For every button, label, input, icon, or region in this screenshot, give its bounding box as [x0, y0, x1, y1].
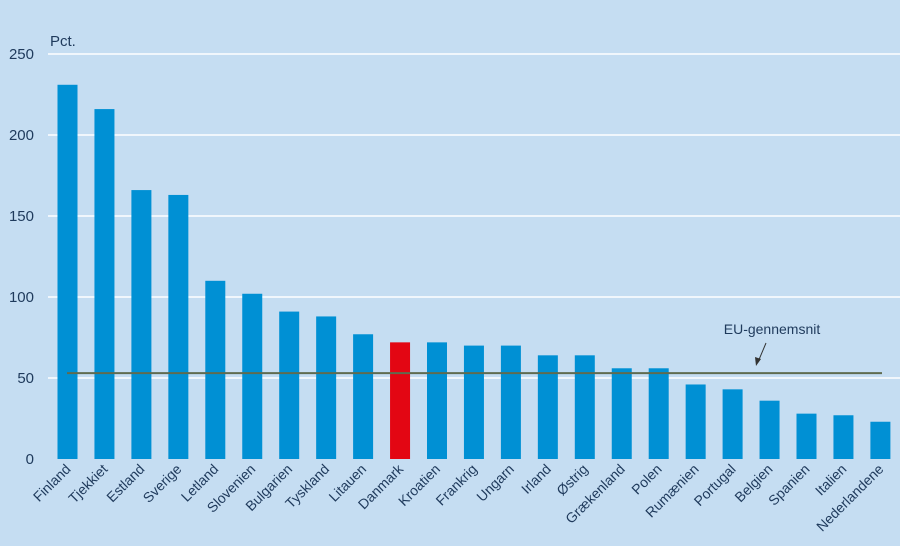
grid-lines [48, 53, 900, 379]
bar-nederlandene [870, 421, 891, 459]
bars [57, 84, 891, 459]
bar-danmark [390, 342, 411, 459]
bar-litauen [353, 334, 374, 459]
x-tick-label: Spanien [765, 461, 813, 509]
x-tick-label: Sverige [140, 461, 185, 506]
x-tick-label: Portugal [691, 461, 739, 509]
eu-average-line-group: EU-gennemsnit [67, 321, 882, 375]
bar-estland [131, 190, 152, 459]
bar-bulgarien [279, 311, 300, 459]
bar-sverige [168, 194, 189, 459]
bar-tyskland [316, 316, 337, 459]
bar-ungarn [500, 345, 521, 459]
bar-frankrig [463, 345, 484, 459]
bar-spanien [796, 413, 817, 459]
annotation-arrowhead [755, 357, 761, 366]
y-tick-label: 150 [9, 208, 34, 225]
bar-polen [648, 368, 669, 459]
bar-grækenland [611, 368, 632, 459]
bar-østrig [574, 355, 595, 459]
y-tick-label: 0 [26, 451, 34, 468]
bar-letland [205, 280, 226, 459]
y-tick-label: 50 [17, 370, 34, 387]
x-axis-labels: FinlandTjekkietEstlandSverigeLetlandSlov… [30, 460, 887, 534]
y-tick-label: 200 [9, 127, 34, 144]
bar-belgien [759, 400, 780, 459]
bar-tjekkiet [94, 109, 115, 459]
y-axis-ticks: 0 50 100 150 200 250 [9, 46, 34, 468]
bar-slovenien [242, 293, 263, 459]
bar-portugal [722, 389, 743, 459]
bar-italien [833, 415, 854, 459]
x-tick-label: Irland [518, 461, 554, 497]
x-tick-label: Frankrig [432, 461, 480, 509]
bar-rumænien [685, 384, 706, 459]
y-tick-label: 250 [9, 46, 34, 63]
x-tick-label: Estland [103, 461, 147, 505]
y-tick-label: 100 [9, 289, 34, 306]
x-tick-label: Tjekkiet [65, 461, 110, 506]
y-axis-unit-label: Pct. [50, 33, 76, 50]
bar-finland [57, 84, 78, 459]
x-tick-label: Ungarn [473, 461, 517, 505]
eu-average-label: EU-gennemsnit [724, 321, 821, 337]
bar-kroatien [427, 342, 447, 459]
bar-irland [537, 355, 558, 459]
